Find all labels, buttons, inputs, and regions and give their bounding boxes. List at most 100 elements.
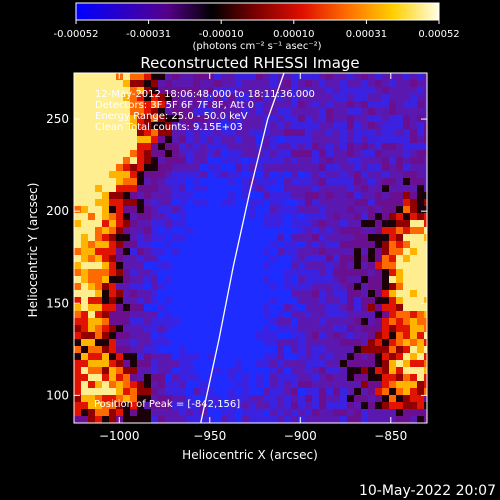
heatmap-cell (361, 150, 369, 158)
heatmap-cell (284, 227, 292, 235)
heatmap-cell (263, 192, 271, 200)
heatmap-cell (193, 402, 201, 410)
heatmap-cell (221, 206, 229, 214)
heatmap-cell (221, 262, 229, 270)
heatmap-cell (151, 332, 159, 340)
heatmap-cell (382, 395, 390, 403)
heatmap-cell (123, 304, 131, 312)
heatmap-cell (375, 122, 383, 130)
heatmap-cell (221, 388, 229, 396)
heatmap-cell (368, 136, 376, 144)
heatmap-cell (319, 381, 327, 389)
heatmap-cell (144, 136, 152, 144)
heatmap-cell (333, 255, 341, 263)
heatmap-cell (417, 108, 425, 116)
heatmap-cell (298, 297, 306, 305)
heatmap-cell (228, 367, 236, 375)
heatmap-cell (375, 269, 383, 277)
heatmap-cell (88, 185, 96, 193)
heatmap-cell (368, 276, 376, 284)
heatmap-cell (347, 143, 355, 151)
heatmap-cell (95, 339, 103, 347)
heatmap-cell (382, 164, 390, 172)
heatmap-cell (270, 164, 278, 172)
heatmap-cell (116, 241, 124, 249)
heatmap-cell (81, 374, 89, 382)
heatmap-cell (249, 206, 257, 214)
heatmap-cell (340, 80, 348, 88)
heatmap-cell (151, 101, 159, 109)
heatmap-cell (291, 353, 299, 361)
heatmap-cell (81, 122, 89, 130)
heatmap-cell (137, 311, 145, 319)
heatmap-cell (158, 346, 166, 354)
heatmap-cell (109, 80, 117, 88)
heatmap-cell (382, 199, 390, 207)
heatmap-cell (172, 199, 180, 207)
heatmap-cell (74, 416, 82, 423)
heatmap-cell (396, 80, 404, 88)
heatmap-cell (221, 402, 229, 410)
heatmap-cell (417, 192, 425, 200)
heatmap-cell (235, 73, 243, 81)
heatmap-cell (214, 234, 222, 242)
heatmap-cell (347, 185, 355, 193)
heatmap-cell (200, 122, 208, 130)
heatmap-cell (109, 346, 117, 354)
heatmap-cell (312, 276, 320, 284)
heatmap-cell (263, 360, 271, 368)
heatmap-cell (249, 325, 257, 333)
heatmap-cell (116, 129, 124, 137)
heatmap-cell (326, 388, 334, 396)
heatmap-cell (109, 353, 117, 361)
heatmap-cell (186, 318, 194, 326)
heatmap-cell (319, 332, 327, 340)
heatmap-cell (81, 304, 89, 312)
heatmap-cell (347, 276, 355, 284)
heatmap-cell (88, 409, 96, 417)
heatmap-cell (312, 353, 320, 361)
info-energy-range: Energy Range: 25.0 - 50.0 keV (95, 111, 248, 122)
heatmap-cell (291, 388, 299, 396)
heatmap-cell (403, 269, 411, 277)
heatmap-cell (116, 185, 124, 193)
heatmap-cell (382, 213, 390, 221)
heatmap-cell (424, 122, 427, 130)
heatmap-cell (123, 367, 131, 375)
heatmap-cell (319, 416, 327, 423)
heatmap-cell (340, 143, 348, 151)
heatmap-cell (312, 339, 320, 347)
heatmap-cell (340, 332, 348, 340)
heatmap-cell (207, 297, 215, 305)
heatmap-cell (382, 311, 390, 319)
heatmap-cell (354, 164, 362, 172)
heatmap-cell (179, 115, 187, 123)
heatmap-cell (158, 185, 166, 193)
heatmap-cell (277, 150, 285, 158)
heatmap-cell (221, 241, 229, 249)
heatmap-cell (249, 283, 257, 291)
heatmap-cell (144, 80, 152, 88)
heatmap-cell (235, 178, 243, 186)
heatmap-cell (172, 367, 180, 375)
heatmap-cell (214, 297, 222, 305)
heatmap-cell (347, 220, 355, 228)
heatmap-cell (333, 192, 341, 200)
heatmap-cell (137, 101, 145, 109)
heatmap-cell (207, 262, 215, 270)
heatmap-cell (109, 402, 117, 410)
heatmap-cell (403, 206, 411, 214)
heatmap-cell (340, 367, 348, 375)
heatmap-cell (382, 94, 390, 102)
heatmap-cell (172, 409, 180, 417)
heatmap-cell (410, 409, 418, 417)
heatmap-cell (144, 213, 152, 221)
heatmap-cell (81, 297, 89, 305)
info-total-counts: Clean Total counts: 9.15E+03 (95, 122, 243, 133)
heatmap-cell (158, 395, 166, 403)
heatmap-cell (186, 241, 194, 249)
heatmap-cell (333, 402, 341, 410)
heatmap-cell (375, 311, 383, 319)
heatmap-cell (74, 213, 82, 221)
heatmap-cell (326, 213, 334, 221)
